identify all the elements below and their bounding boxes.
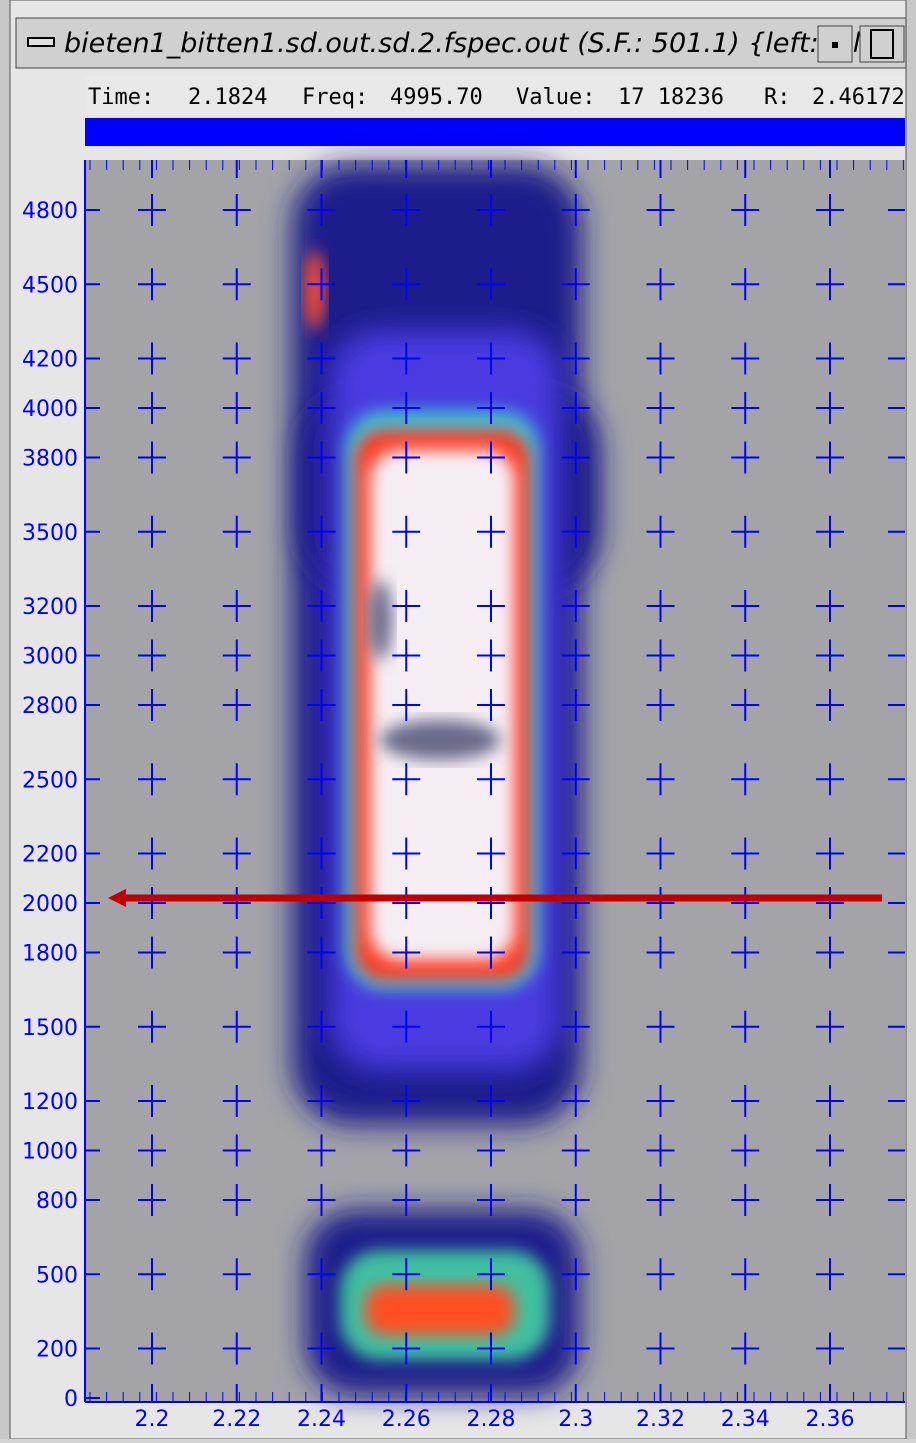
y-tick-label: 3800 bbox=[22, 447, 78, 472]
status-label: Value: bbox=[516, 85, 595, 110]
status-value: 4995.70 bbox=[390, 85, 483, 110]
y-tick-label: 1200 bbox=[22, 1090, 78, 1115]
x-tick-label: 2.28 bbox=[467, 1407, 516, 1432]
y-tick-label: 500 bbox=[36, 1263, 78, 1288]
y-tick-label: 1800 bbox=[22, 942, 78, 967]
x-tick-label: 2.22 bbox=[212, 1407, 261, 1432]
status-value: 17 18236 bbox=[618, 85, 724, 110]
y-tick-label: 1500 bbox=[22, 1016, 78, 1041]
y-tick-label: 0 bbox=[64, 1387, 78, 1412]
y-tick-label: 4200 bbox=[22, 348, 78, 373]
y-tick-label: 200 bbox=[36, 1338, 78, 1363]
status-label: Freq: bbox=[302, 85, 368, 110]
y-tick-label: 2500 bbox=[22, 768, 78, 793]
y-tick-label: 2000 bbox=[22, 892, 78, 917]
y-tick-label: 4000 bbox=[22, 397, 78, 422]
maximize-button[interactable] bbox=[860, 26, 904, 62]
status-label: R: bbox=[764, 85, 791, 110]
status-value: 2.1824 bbox=[188, 85, 267, 110]
status-label: Time: bbox=[88, 85, 154, 110]
y-tick-label: 3500 bbox=[22, 521, 78, 546]
y-tick-label: 4500 bbox=[22, 273, 78, 298]
x-tick-label: 2.32 bbox=[636, 1407, 685, 1432]
x-tick-label: 2.36 bbox=[806, 1407, 855, 1432]
minimize-icon bbox=[832, 42, 838, 48]
y-tick-label: 2800 bbox=[22, 694, 78, 719]
x-tick-label: 2.3 bbox=[558, 1407, 593, 1432]
y-tick-label: 800 bbox=[36, 1189, 78, 1214]
x-tick-label: 2.24 bbox=[297, 1407, 346, 1432]
y-tick-label: 3200 bbox=[22, 595, 78, 620]
y-tick-label: 2200 bbox=[22, 843, 78, 868]
spectrogram-window: bieten1_bitten1.sd.out.sd.2.fspec.out (S… bbox=[0, 0, 916, 1439]
x-tick-label: 2.34 bbox=[721, 1407, 770, 1432]
progress-bar bbox=[85, 118, 905, 146]
y-tick-label: 1000 bbox=[22, 1140, 78, 1165]
status-value: 2.46172 bbox=[812, 85, 905, 110]
y-tick-label: 4800 bbox=[22, 199, 78, 224]
window-title: bieten1_bitten1.sd.out.sd.2.fspec.out (S… bbox=[64, 28, 872, 59]
y-tick-label: 3000 bbox=[22, 645, 78, 670]
menu-button[interactable] bbox=[28, 38, 54, 46]
x-tick-label: 2.26 bbox=[382, 1407, 431, 1432]
x-tick-label: 2.2 bbox=[135, 1407, 170, 1432]
